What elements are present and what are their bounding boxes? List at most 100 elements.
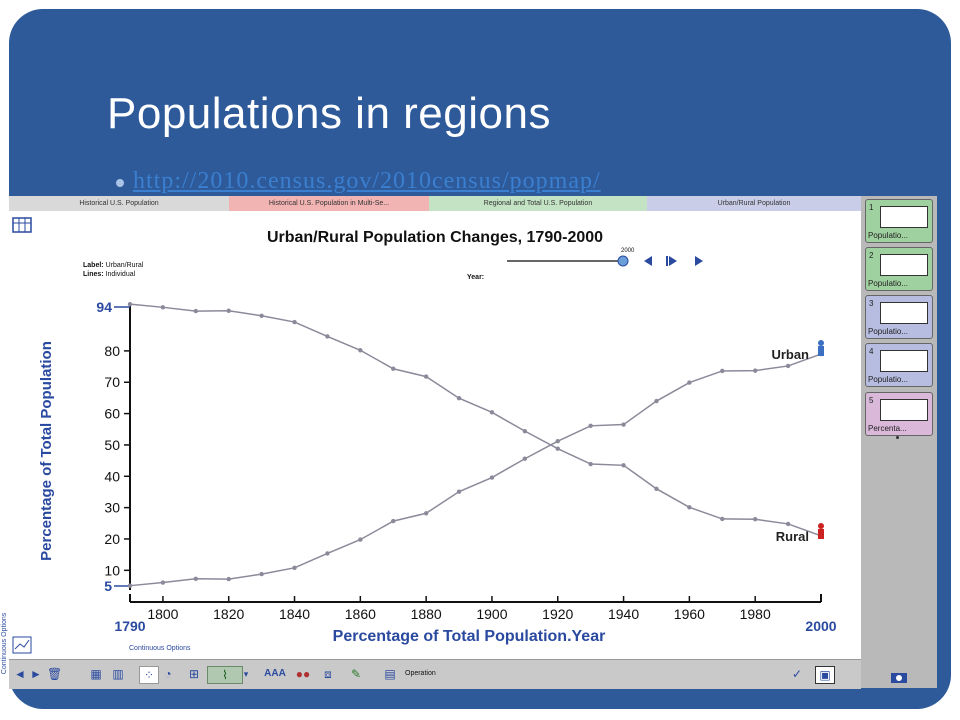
data-point-urban <box>391 518 396 524</box>
y-end-label: 5 <box>104 578 112 594</box>
data-point-urban <box>687 380 692 385</box>
tab-regional-total-population[interactable]: Regional and Total U.S. Population <box>429 196 647 211</box>
y-tick-label: 80 <box>104 343 120 359</box>
trash-icon[interactable]: 🗑 <box>47 667 63 681</box>
page-thumb-1[interactable]: 1 Populatio... <box>865 199 933 243</box>
data-point-rural <box>292 319 297 325</box>
y-tick-label: 40 <box>104 468 120 484</box>
x-tick-label: 1880 <box>411 606 442 622</box>
text-size-icon[interactable]: AAA <box>264 668 286 679</box>
page-thumb-5[interactable]: 5 Percenta... <box>865 392 933 436</box>
data-point-urban <box>160 580 166 585</box>
data-point-urban <box>127 583 133 588</box>
bottom-toolbar: ◄ ► 🗑 ▦ ▥ ⁘ ◔ ⊞ ⌇ ▾ AAA ●● ⧈ ✎ ▤ Operati… <box>9 659 861 689</box>
page-thumb-4[interactable]: 4 Populatio... <box>865 343 933 387</box>
data-point-urban <box>226 576 231 582</box>
y-tick-label: 10 <box>104 562 120 578</box>
frame-icon[interactable]: ⧈ <box>324 667 332 681</box>
map-icon[interactable]: ▦ <box>90 667 102 681</box>
data-point-urban <box>785 363 791 369</box>
year-slider-thumb[interactable] <box>617 255 629 267</box>
slide-title: Populations in regions <box>107 89 551 138</box>
data-point-rural <box>522 428 528 434</box>
y-tick-label: 30 <box>104 500 120 516</box>
data-point-rural <box>687 505 692 510</box>
data-point-urban <box>325 551 330 556</box>
table-icon[interactable] <box>12 217 32 233</box>
marker-icon[interactable]: ✎ <box>350 667 362 681</box>
data-point-rural <box>160 305 166 310</box>
y-tick-label: 70 <box>104 374 120 390</box>
continuous-options-side-container: Continuous Options <box>1 600 23 690</box>
page-thumb-label: Populatio... <box>868 231 909 240</box>
y-tick-label: 60 <box>104 406 120 422</box>
table-view-icon[interactable]: ⊞ <box>188 667 200 681</box>
dropdown-arrow-icon[interactable]: ▾ <box>243 669 249 679</box>
page-thumb-3[interactable]: 3 Populatio... <box>865 295 933 339</box>
page-sidebar: 1 Populatio... 2 Populatio... 3 Populati… <box>861 196 937 688</box>
bar-graph-icon[interactable]: ▥ <box>112 667 124 681</box>
tab-historical-multi-series[interactable]: Historical U.S. Population in Multi-Se..… <box>229 196 429 211</box>
data-point-urban <box>588 423 593 429</box>
lines-key: Lines: <box>83 271 104 278</box>
chart-lines-info: Lines: Individual <box>83 271 135 278</box>
page-thumb-number: 5 <box>869 396 874 405</box>
chart-group: 10 20 30 40 50 60 70 80 5 94 1800 1820 1840 1860 1880 1… <box>38 299 837 645</box>
data-point-urban <box>752 368 758 373</box>
series-label-rural: Rural <box>776 529 809 544</box>
x-tick-label: 1960 <box>674 606 705 622</box>
step-forward-icon[interactable] <box>695 256 703 266</box>
help-icon[interactable]: ✓ <box>791 667 803 681</box>
data-point-rural <box>720 516 725 522</box>
pie-chart-icon[interactable]: ◔ <box>164 667 172 681</box>
x-tick-label: 1920 <box>542 606 573 622</box>
line-graph-icon[interactable]: ⌇ <box>207 666 243 684</box>
data-point-urban <box>654 398 659 404</box>
more-dot <box>896 436 899 439</box>
y-axis-title: Percentage of Total Population <box>38 341 55 561</box>
rural-figure-icon <box>818 523 824 539</box>
tab-bar: Historical U.S. Population Historical U.… <box>9 196 861 211</box>
data-point-urban <box>423 511 429 516</box>
page-thumb-label: Populatio... <box>868 327 909 336</box>
scatter-plot-icon[interactable]: ⁘ <box>139 666 159 684</box>
page-thumb-number: 2 <box>869 251 874 260</box>
series-line-urban <box>129 353 822 587</box>
forward-arrow-icon[interactable]: ► <box>30 667 42 681</box>
x-axis-title: Percentage of Total Population.Year <box>333 628 606 645</box>
camera-icon[interactable] <box>889 670 909 684</box>
data-point-rural <box>226 308 231 313</box>
operation-icon[interactable]: ▤ <box>384 667 396 681</box>
page-thumb-label: Populatio... <box>868 375 909 384</box>
continuous-options-bottom[interactable]: Continuous Options <box>129 645 191 652</box>
y-tick-label: 50 <box>104 437 120 453</box>
urban-figure-icon <box>818 340 824 356</box>
tab-historical-population[interactable]: Historical U.S. Population <box>9 196 229 211</box>
data-point-rural <box>259 313 264 318</box>
data-point-rural <box>588 461 593 467</box>
census-link[interactable]: http://2010.census.gov/2010census/popmap… <box>133 168 601 194</box>
data-point-urban <box>489 475 495 480</box>
page-thumb-label: Percenta... <box>868 424 907 433</box>
x-tick-label: 1840 <box>279 606 310 622</box>
data-point-rural <box>489 410 495 415</box>
back-arrow-icon[interactable]: ◄ <box>14 667 26 681</box>
data-point-rural <box>358 348 363 353</box>
tab-urban-rural-population[interactable]: Urban/Rural Population <box>647 196 861 211</box>
data-point-rural <box>325 334 330 339</box>
data-point-urban <box>621 422 626 427</box>
color-palette-icon[interactable]: ●● <box>295 667 311 681</box>
play-icon[interactable] <box>669 256 677 266</box>
continuous-options-side[interactable]: Continuous Options <box>1 612 9 675</box>
chart-options-icon[interactable] <box>12 636 32 654</box>
thumb-preview <box>880 302 928 324</box>
data-point-urban <box>292 565 297 571</box>
data-point-urban <box>522 456 528 461</box>
data-point-rural <box>127 301 133 307</box>
page-thumb-2[interactable]: 2 Populatio... <box>865 247 933 291</box>
data-point-rural <box>621 463 626 468</box>
step-back-icon[interactable] <box>644 256 652 266</box>
page-thumb-number: 1 <box>869 203 874 212</box>
data-point-rural <box>654 486 659 492</box>
window-icon[interactable]: ▣ <box>815 666 835 684</box>
